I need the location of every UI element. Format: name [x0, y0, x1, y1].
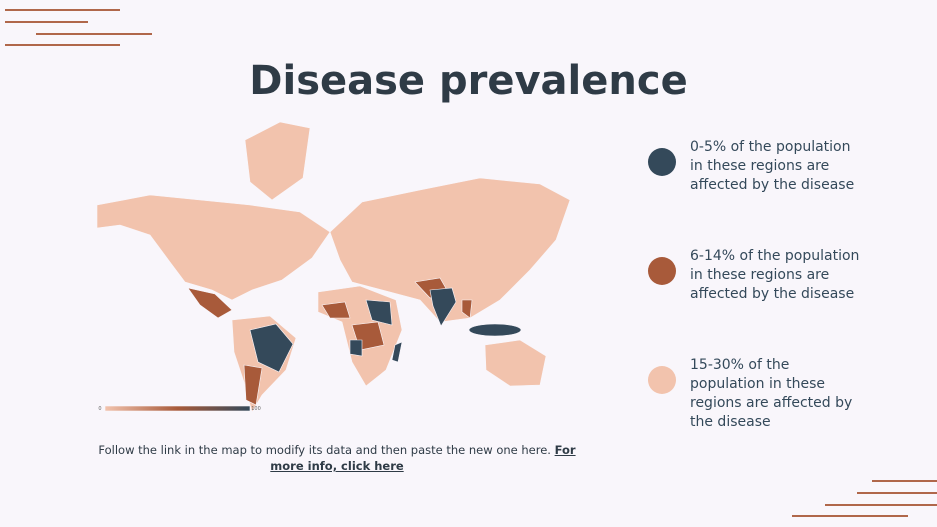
- title: Disease prevalence: [249, 58, 688, 104]
- legend-text: 6-14% of the population in these regions…: [690, 248, 860, 302]
- footer: Follow the link in the map to modify its…: [97, 442, 577, 474]
- legend-dot: [648, 366, 676, 394]
- legend-dot: [648, 148, 676, 176]
- scale-max: 100: [251, 406, 261, 412]
- legend-dot: [648, 257, 676, 285]
- footer-text: Follow the link in the map to modify its…: [98, 443, 551, 457]
- info-link[interactable]: For more info, click here: [270, 443, 576, 473]
- world-map: [96, 121, 571, 413]
- legend-text: 15-30% of the population in these region…: [690, 357, 853, 430]
- decor-lines: [5, 9, 937, 517]
- legend-text: 0-5% of the population in these regions …: [690, 139, 855, 193]
- scale-min: 0: [98, 406, 101, 412]
